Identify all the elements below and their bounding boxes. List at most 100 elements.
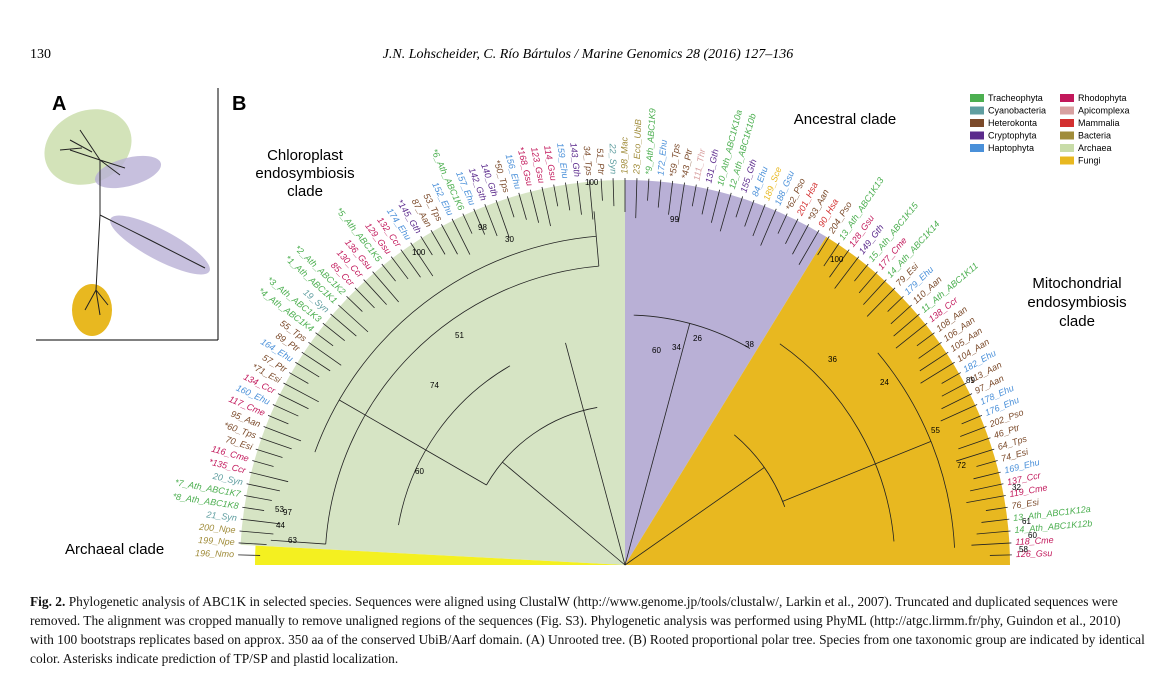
- branch: [240, 518, 281, 525]
- branch: [541, 186, 551, 227]
- legend-label: Fungi: [1078, 156, 1101, 166]
- leaf-label: 199_Npe: [198, 535, 235, 547]
- branch: [354, 287, 375, 309]
- bootstrap-value: 34: [672, 343, 681, 352]
- leaf-label: 200_Npe: [198, 522, 236, 535]
- bootstrap-value: 55: [931, 426, 940, 435]
- legend-label: Tracheophyta: [988, 93, 1043, 103]
- branch: [270, 539, 326, 545]
- legend-label: Archaea: [1078, 143, 1112, 153]
- unrooted-tree: [44, 109, 210, 336]
- bootstrap-value: 60: [1028, 531, 1037, 540]
- bootstrap-value: 44: [276, 521, 285, 530]
- branch: [518, 192, 527, 220]
- legend-swatch: [1060, 94, 1074, 102]
- branch: [701, 186, 709, 215]
- branch: [989, 554, 1012, 556]
- branch: [267, 415, 289, 425]
- branch: [259, 437, 292, 450]
- branch: [971, 542, 1012, 546]
- branch: [960, 426, 987, 437]
- legend: Tracheophyta Cyanobacteria Heterokonta Cryp…: [970, 93, 1130, 166]
- branch: [314, 235, 597, 453]
- branch: [829, 249, 850, 278]
- leaf-label: 34_Tps: [582, 145, 595, 176]
- legend-label: Haptophyta: [988, 143, 1034, 153]
- branch: [966, 495, 1006, 504]
- leaf-label: 172_Ehu: [656, 139, 669, 176]
- branch: [893, 313, 920, 337]
- branch: [777, 213, 788, 234]
- legend-swatch: [970, 119, 984, 127]
- bootstrap-value: 97: [283, 508, 292, 517]
- clade-label: Archaeal clade: [65, 541, 164, 558]
- branch: [779, 343, 895, 542]
- branch: [985, 506, 1008, 511]
- leaf-label: 76_Esi: [1011, 497, 1041, 511]
- leaf-label: 118_Cme: [1015, 535, 1054, 547]
- bootstrap-value: 60: [652, 346, 661, 355]
- branch: [890, 304, 912, 325]
- leaf-label: 21_Syn: [205, 509, 237, 523]
- branch: [834, 256, 860, 289]
- branch: [565, 342, 626, 566]
- branch: [239, 530, 274, 535]
- legend-label: Cryptophyta: [988, 131, 1037, 141]
- leaf-label: 198_Mac: [619, 136, 629, 174]
- figure: 130 J.N. Lohscheider, C. Río Bártulos / …: [30, 47, 1130, 566]
- branch: [895, 322, 928, 349]
- legend-swatch: [970, 94, 984, 102]
- legend-label: Heterokonta: [988, 118, 1037, 128]
- bootstrap-value: 100: [830, 255, 844, 264]
- branch: [719, 192, 732, 232]
- legend-label: Mammalia: [1078, 118, 1120, 128]
- branch: [973, 471, 1001, 480]
- branch: [817, 236, 830, 256]
- branch: [346, 295, 363, 312]
- branch: [677, 182, 685, 223]
- branch: [252, 460, 274, 467]
- leaf-label: *59_Tps: [668, 143, 682, 178]
- bootstrap-value: 72: [957, 461, 966, 470]
- branch: [854, 263, 869, 282]
- branch: [451, 218, 471, 255]
- branch: [330, 313, 357, 337]
- branch: [752, 204, 766, 237]
- branch: [363, 279, 387, 305]
- branch: [283, 382, 319, 403]
- leaf-label: *43_Ptr: [680, 147, 695, 179]
- branch: [798, 229, 820, 265]
- branch: [506, 196, 515, 218]
- clade-label: Chloroplast: [267, 147, 344, 164]
- branch: [410, 242, 434, 277]
- legend-swatch: [1060, 119, 1074, 127]
- legend-label: Bacteria: [1078, 131, 1111, 141]
- branch: [381, 263, 396, 282]
- branch: [792, 224, 809, 255]
- legend-swatch: [1060, 156, 1074, 165]
- branch: [441, 224, 458, 255]
- branch: [249, 471, 289, 483]
- branch: [782, 441, 932, 502]
- branch: [529, 189, 540, 223]
- bootstrap-value: 32: [1012, 483, 1021, 492]
- branch: [958, 437, 991, 450]
- branch: [238, 554, 261, 556]
- clade-label: endosymbiosis: [1027, 294, 1126, 311]
- branch: [576, 180, 582, 215]
- bootstrap-value: 24: [880, 378, 889, 387]
- branch: [633, 314, 751, 349]
- branch: [272, 404, 299, 417]
- bootstrap-value: 98: [478, 223, 487, 232]
- leaf-label: 22_Syn: [608, 142, 619, 174]
- branch: [940, 404, 978, 422]
- legend-swatch: [1060, 144, 1074, 152]
- clade-label: clade: [287, 183, 323, 200]
- bootstrap-value: 100: [412, 248, 426, 257]
- bootstrap-value: 60: [415, 467, 424, 476]
- branch: [976, 530, 1011, 535]
- legend-label: Rhodophyta: [1078, 93, 1127, 103]
- bootstrap-value: 61: [1022, 517, 1031, 526]
- bootstrap-value: 58: [1019, 545, 1028, 554]
- branch: [961, 415, 983, 425]
